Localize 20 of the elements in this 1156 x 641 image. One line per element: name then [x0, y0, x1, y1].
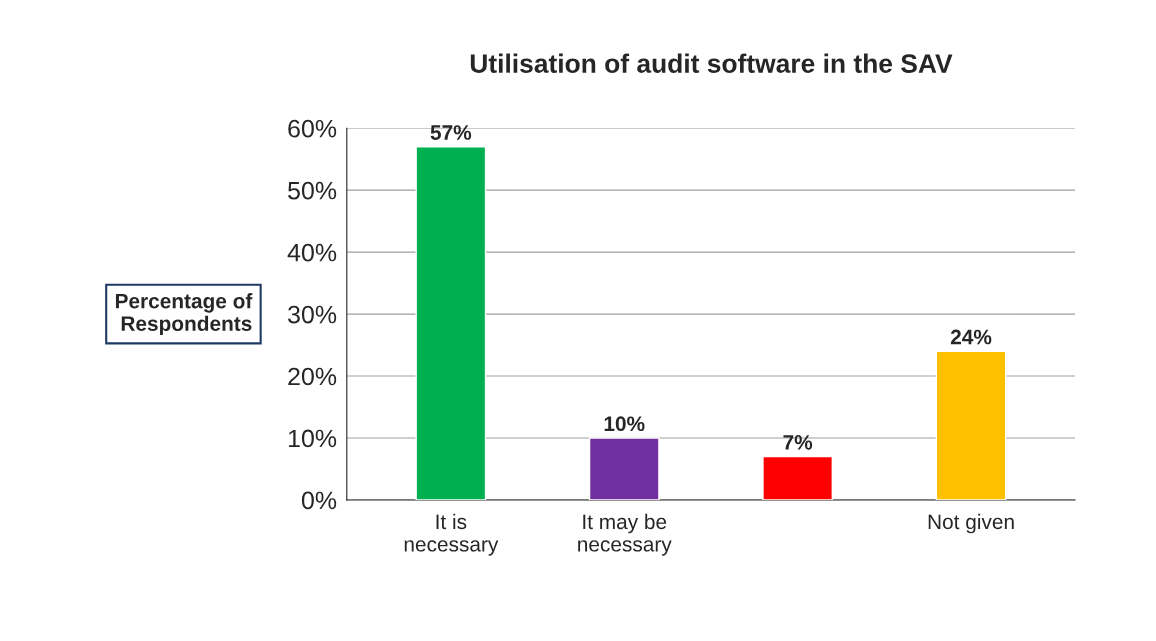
x-tick-label: It is necessary	[404, 513, 499, 556]
bar	[762, 455, 834, 500]
x-tick-label: Not given	[928, 513, 1014, 534]
y-axis-title: Percentage of Respondents	[115, 293, 253, 336]
data-label: 24%	[950, 329, 992, 345]
x-tick-label: It may be necessary	[578, 513, 672, 556]
chart-title: Utilisation of audit software in the SAV	[470, 53, 953, 73]
y-tick-label: 20%	[288, 367, 337, 386]
bar	[935, 350, 1007, 500]
y-tick-label: 50%	[288, 181, 337, 200]
y-tick-label: 0%	[301, 491, 337, 510]
y-tick-label: 40%	[287, 243, 337, 262]
bar	[588, 437, 660, 500]
data-label: 10%	[604, 416, 645, 432]
bar	[415, 146, 487, 500]
data-label: 7%	[783, 435, 813, 450]
y-tick-label: 60%	[288, 119, 337, 138]
y-tick-label: 10%	[288, 429, 337, 448]
y-tick-label: 30%	[288, 305, 337, 324]
data-label: 57%	[430, 125, 472, 140]
